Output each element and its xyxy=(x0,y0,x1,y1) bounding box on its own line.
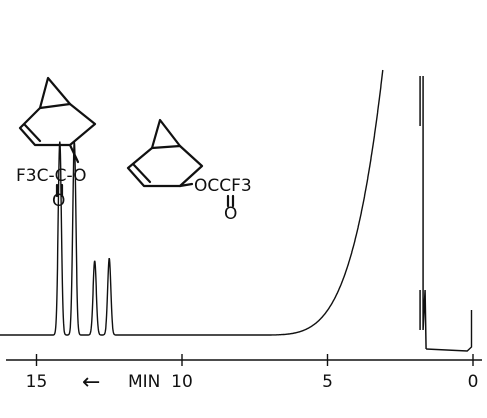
x-tick-label: 5 xyxy=(322,372,333,392)
structure-2-ring xyxy=(126,144,204,188)
structure-2: OCCF3 O xyxy=(126,118,252,224)
spike-line xyxy=(419,76,427,350)
x-tick-label: 10 xyxy=(171,372,193,392)
structure-1-ester: F3C-C-O xyxy=(16,166,86,186)
x-axis-arrow: ← xyxy=(82,370,100,395)
structure-2-ester: OCCF3 xyxy=(194,176,252,196)
x-tick-label: 0 xyxy=(468,372,479,392)
structure-1-ring xyxy=(18,102,97,147)
x-axis-label: MIN xyxy=(128,372,160,392)
chromatogram-trace xyxy=(0,69,473,352)
x-axis-ticks: 15 10 5 0 xyxy=(26,354,479,392)
structure-2-carbonyl-o: O xyxy=(224,204,237,224)
injection-spike xyxy=(419,76,427,350)
structure-1: F3C-C-O O xyxy=(16,76,97,211)
structure-1-carbonyl-o: O xyxy=(52,191,65,211)
x-tick-label: 15 xyxy=(26,372,48,392)
